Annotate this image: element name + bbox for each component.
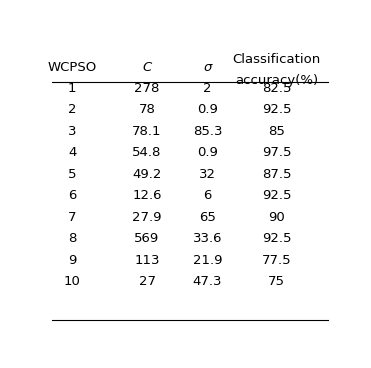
Text: 32: 32 (199, 168, 216, 181)
Text: 569: 569 (134, 232, 160, 245)
Text: 1: 1 (68, 82, 76, 95)
Text: 87.5: 87.5 (262, 168, 291, 181)
Text: 8: 8 (68, 232, 76, 245)
Text: 6: 6 (68, 189, 76, 202)
Text: σ: σ (203, 61, 211, 74)
Text: 92.5: 92.5 (262, 103, 291, 116)
Text: 85.3: 85.3 (193, 125, 222, 138)
Text: 33.6: 33.6 (193, 232, 222, 245)
Text: 92.5: 92.5 (262, 232, 291, 245)
Text: 65: 65 (199, 211, 216, 224)
Text: 54.8: 54.8 (132, 146, 162, 159)
Text: 82.5: 82.5 (262, 82, 291, 95)
Text: accuracy(%): accuracy(%) (235, 74, 318, 87)
Text: 3: 3 (68, 125, 76, 138)
Text: 47.3: 47.3 (193, 275, 222, 289)
Text: 113: 113 (134, 254, 160, 267)
Text: 97.5: 97.5 (262, 146, 291, 159)
Text: 0.9: 0.9 (197, 146, 218, 159)
Text: 10: 10 (64, 275, 81, 289)
Text: WCPSO: WCPSO (47, 61, 97, 74)
Text: C: C (142, 61, 152, 74)
Text: 5: 5 (68, 168, 76, 181)
Text: 21.9: 21.9 (193, 254, 222, 267)
Text: 78: 78 (139, 103, 155, 116)
Text: 77.5: 77.5 (262, 254, 291, 267)
Text: 2: 2 (203, 82, 211, 95)
Text: 278: 278 (134, 82, 160, 95)
Text: 9: 9 (68, 254, 76, 267)
Text: 78.1: 78.1 (132, 125, 162, 138)
Text: 27: 27 (138, 275, 155, 289)
Text: 0.9: 0.9 (197, 103, 218, 116)
Text: 92.5: 92.5 (262, 189, 291, 202)
Text: 7: 7 (68, 211, 76, 224)
Text: 2: 2 (68, 103, 76, 116)
Text: 75: 75 (268, 275, 285, 289)
Text: Classification: Classification (232, 53, 321, 66)
Text: 49.2: 49.2 (132, 168, 162, 181)
Text: 6: 6 (203, 189, 211, 202)
Text: 90: 90 (268, 211, 285, 224)
Text: 12.6: 12.6 (132, 189, 162, 202)
Text: 85: 85 (268, 125, 285, 138)
Text: 4: 4 (68, 146, 76, 159)
Text: 27.9: 27.9 (132, 211, 162, 224)
